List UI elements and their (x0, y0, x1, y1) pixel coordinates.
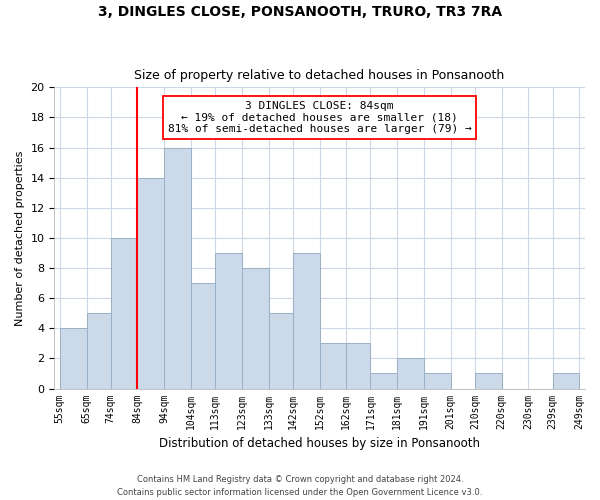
Bar (346, 344, 370, 388)
Bar (110, 238, 137, 388)
Bar (137, 178, 164, 388)
Bar (320, 344, 346, 388)
Bar (397, 358, 424, 388)
Bar (215, 253, 242, 388)
Bar (60, 328, 86, 388)
Bar (370, 374, 397, 388)
Bar (269, 313, 293, 388)
Text: 3, DINGLES CLOSE, PONSANOOTH, TRURO, TR3 7RA: 3, DINGLES CLOSE, PONSANOOTH, TRURO, TR3… (98, 5, 502, 19)
Y-axis label: Number of detached properties: Number of detached properties (15, 150, 25, 326)
Text: 3 DINGLES CLOSE: 84sqm
← 19% of detached houses are smaller (18)
81% of semi-det: 3 DINGLES CLOSE: 84sqm ← 19% of detached… (167, 101, 472, 134)
Bar (191, 283, 215, 389)
Bar (553, 374, 580, 388)
Text: Contains HM Land Registry data © Crown copyright and database right 2024.
Contai: Contains HM Land Registry data © Crown c… (118, 476, 482, 497)
Bar (242, 268, 269, 388)
Bar (424, 374, 451, 388)
Bar (164, 148, 191, 388)
Bar (475, 374, 502, 388)
Bar (293, 253, 320, 388)
X-axis label: Distribution of detached houses by size in Ponsanooth: Distribution of detached houses by size … (159, 437, 480, 450)
Title: Size of property relative to detached houses in Ponsanooth: Size of property relative to detached ho… (134, 69, 505, 82)
Bar (86, 313, 110, 388)
